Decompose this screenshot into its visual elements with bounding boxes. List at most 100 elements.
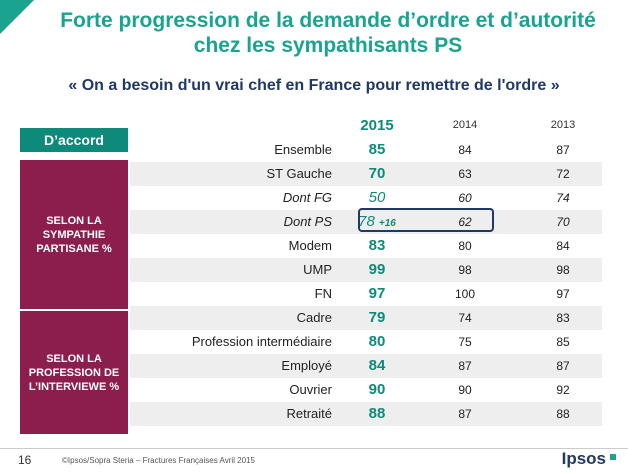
row-label: Employé	[281, 358, 332, 373]
value-2014: 75	[430, 330, 500, 354]
value-2015: 80	[342, 330, 412, 354]
footer-divider	[0, 448, 628, 449]
value-2013: 88	[528, 402, 598, 426]
value-text: 60	[458, 191, 472, 205]
row-label: ST Gauche	[266, 166, 332, 181]
value-text: 79	[368, 309, 386, 326]
value-text: 92	[556, 383, 570, 397]
accord-label: D’accord	[20, 128, 128, 152]
title-line-2: chez les sympathisants PS	[193, 34, 463, 57]
row-label: FN	[314, 286, 332, 301]
value-2015: 90	[342, 378, 412, 402]
corner-accent	[0, 0, 34, 34]
page-number: 16	[18, 453, 32, 467]
value-2013: 87	[528, 138, 598, 162]
band-profession-label: SELON LA PROFESSION DE L’INTERVIEWE %	[28, 352, 120, 393]
value-text: 62	[458, 215, 472, 229]
value-text: 63	[458, 167, 472, 181]
value-2014: 98	[430, 258, 500, 282]
value-text: 84	[458, 143, 472, 157]
delta-badge: +16	[378, 218, 396, 229]
value-2014: 100	[430, 282, 500, 306]
table-row: FN 97 100 97	[130, 282, 602, 306]
value-2013: 92	[528, 378, 598, 402]
value-text: 98	[458, 263, 472, 277]
column-header-2013: 2013	[550, 119, 576, 131]
value-text: 50	[368, 189, 386, 206]
table-row: Ouvrier 90 90 92	[130, 378, 602, 402]
value-text: 98	[556, 263, 570, 277]
value-text: 70	[368, 165, 386, 182]
value-2013: 74	[528, 186, 598, 210]
column-header-2015: 2015	[360, 117, 394, 134]
value-text: 83	[556, 311, 570, 325]
value-2014: 80	[430, 234, 500, 258]
table-row: Profession intermédiaire 80 75 85	[130, 330, 602, 354]
value-text: 80	[458, 239, 472, 253]
value-2015: 50	[342, 186, 412, 210]
value-2013: 97	[528, 282, 598, 306]
value-text: 78	[358, 213, 375, 230]
value-2014: 62	[430, 210, 500, 234]
table-row: ST Gauche 70 63 72	[130, 162, 602, 186]
value-2013: 84	[528, 234, 598, 258]
value-2015: 88	[342, 402, 412, 426]
value-2015: 97	[342, 282, 412, 306]
value-text: 83	[368, 237, 386, 254]
value-text: 88	[368, 405, 386, 422]
band-profession: SELON LA PROFESSION DE L’INTERVIEWE %	[20, 311, 128, 434]
value-text: 99	[368, 261, 386, 278]
table-row: Modem 83 80 84	[130, 234, 602, 258]
slide-title: Forte progression de la demande d’ordre …	[40, 8, 616, 58]
value-2015: 85	[342, 138, 412, 162]
value-2014: 63	[430, 162, 500, 186]
row-label: Modem	[288, 238, 332, 253]
column-header-2014: 2014	[452, 119, 478, 131]
row-label: Profession intermédiaire	[191, 334, 332, 349]
value-2015: 70	[342, 162, 412, 186]
ipsos-logo: Ipsos	[561, 449, 606, 468]
value-2014: 87	[430, 402, 500, 426]
value-text: 85	[368, 141, 386, 158]
title-line-1: Forte progression de la demande d’ordre …	[60, 9, 596, 32]
value-2013: 85	[528, 330, 598, 354]
value-2015: 79	[342, 306, 412, 330]
value-2015: 99	[342, 258, 412, 282]
value-2014: 87	[430, 354, 500, 378]
value-text: 97	[556, 287, 570, 301]
value-2014: 84	[430, 138, 500, 162]
value-2013: 87	[528, 354, 598, 378]
value-text: 84	[368, 357, 386, 374]
value-text: 87	[458, 359, 472, 373]
value-text: 75	[458, 335, 472, 349]
table-row: Retraité 88 87 88	[130, 402, 602, 426]
value-text: 87	[458, 407, 472, 421]
value-2015: 78 +16	[342, 210, 412, 236]
value-2015: 84	[342, 354, 412, 378]
value-text: 85	[556, 335, 570, 349]
row-label: Dont FG	[282, 190, 332, 205]
band-sympathie-label: SELON LA SYMPATHIE PARTISANE %	[36, 214, 112, 255]
table-row: Ensemble 85 84 87	[130, 138, 602, 162]
row-label: Ouvrier	[289, 382, 332, 397]
value-2014: 74	[430, 306, 500, 330]
highlight-box-dont-ps	[358, 208, 494, 232]
value-2014: 60	[430, 186, 500, 210]
value-text: 87	[556, 143, 570, 157]
row-label: Dont PS	[283, 214, 332, 229]
value-text: 74	[458, 311, 472, 325]
value-2014: 90	[430, 378, 500, 402]
value-2013: 98	[528, 258, 598, 282]
row-label: Ensemble	[274, 142, 332, 157]
value-text: 100	[454, 287, 476, 301]
value-text: 87	[556, 359, 570, 373]
table-row: Dont FG 50 60 74	[130, 186, 602, 210]
value-text: 97	[368, 285, 386, 302]
logo-mark-icon	[610, 454, 616, 460]
value-text: 80	[368, 333, 386, 350]
table-row: Employé 84 87 87	[130, 354, 602, 378]
row-label: Retraité	[286, 406, 332, 421]
value-text: 90	[368, 381, 386, 398]
source-note: ©Ipsos/Sopra Steria – Fractures Français…	[62, 456, 255, 465]
value-2013: 70	[528, 210, 598, 234]
